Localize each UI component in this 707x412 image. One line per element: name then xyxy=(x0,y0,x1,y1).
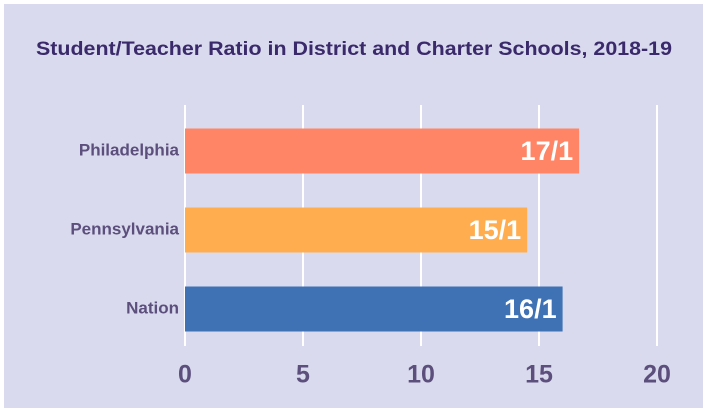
x-tick-label: 15 xyxy=(525,361,553,389)
x-tick-label: 0 xyxy=(178,361,192,389)
value-label: 15/1 xyxy=(469,215,522,245)
y-tick-label: Pennsylvania xyxy=(70,219,179,238)
value-label: 16/1 xyxy=(504,294,557,324)
y-tick-label: Philadelphia xyxy=(79,140,180,159)
chart-title: Student/Teacher Ratio in District and Ch… xyxy=(36,39,672,60)
x-tick-label: 10 xyxy=(407,361,435,389)
bar xyxy=(185,128,580,174)
bar xyxy=(185,207,528,253)
bar xyxy=(185,286,563,332)
x-tick-label: 5 xyxy=(296,361,310,389)
value-label: 17/1 xyxy=(521,136,574,166)
x-tick-label: 20 xyxy=(643,361,671,389)
background xyxy=(4,4,703,408)
y-tick-label: Nation xyxy=(126,298,179,317)
